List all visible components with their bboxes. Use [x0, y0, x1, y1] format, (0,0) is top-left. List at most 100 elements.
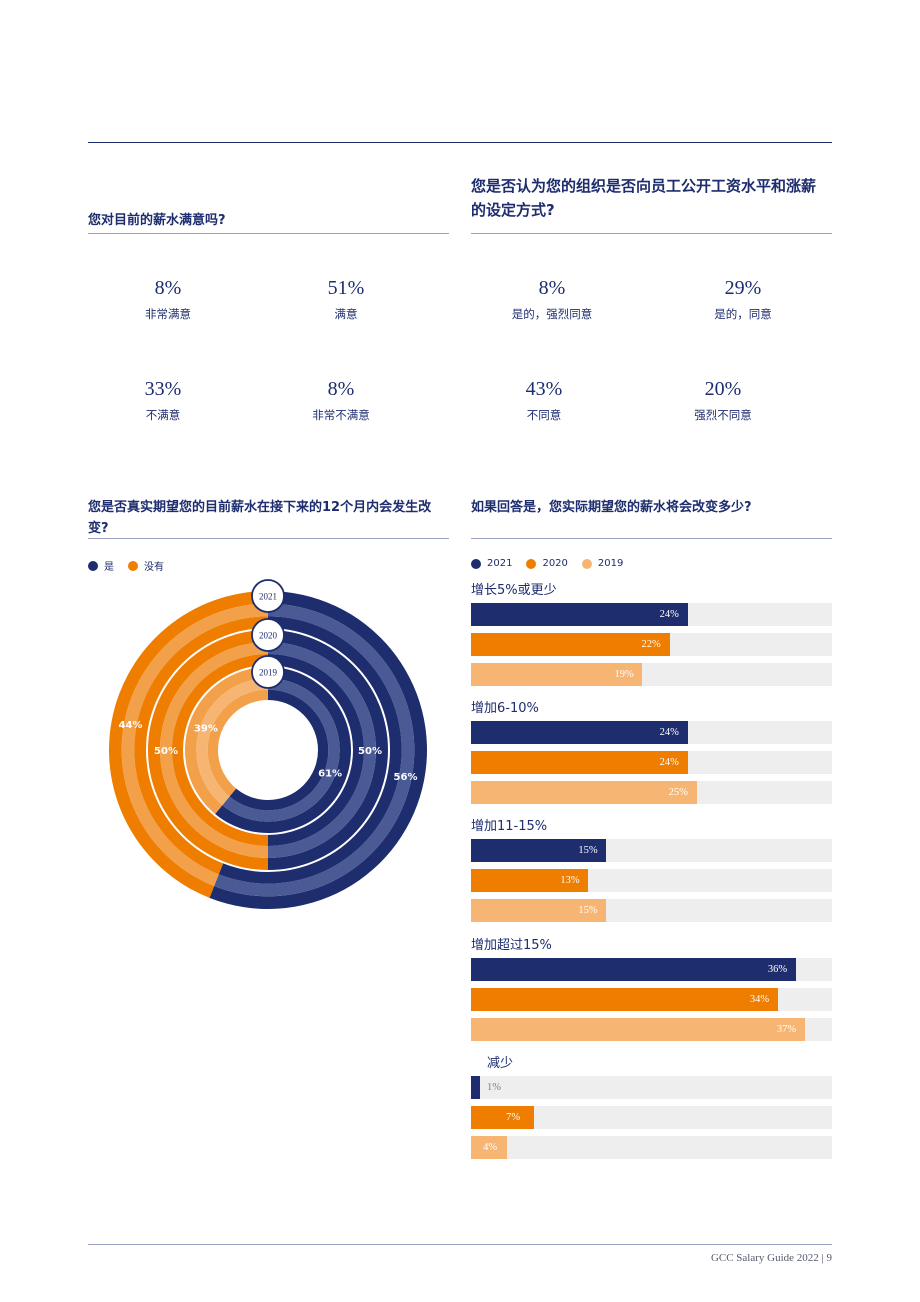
bar-2021: [471, 721, 688, 744]
donut-2020-no-segment: [171, 654, 268, 846]
q2-stat-4: 20% 强烈不同意: [663, 377, 783, 423]
bar-value-label-2019: 19%: [614, 669, 634, 680]
bar-track-2021: 15%: [471, 839, 832, 862]
bar-2020: [471, 869, 589, 892]
bar-2019: [471, 1018, 805, 1041]
bar-category-label: 增加超过15%: [471, 938, 552, 953]
bar-2019: [471, 781, 697, 804]
q1-title: 您对目前的薪水满意吗?: [88, 213, 226, 228]
q2-stat-3-pct: 43%: [525, 378, 563, 400]
bar-2019: [471, 663, 643, 686]
bar-2021: [471, 1076, 481, 1099]
bar-track-2020: 13%: [471, 869, 832, 892]
q1-stat-2-pct: 51%: [327, 277, 365, 299]
bar-track-2020: 22%: [471, 633, 832, 656]
q2-stat-3-label: 不同意: [526, 408, 562, 422]
bar-2020: [471, 988, 778, 1011]
donut-2019-no-segment: [185, 667, 268, 814]
donut-2019-no-label: 39%: [194, 724, 218, 735]
bar-category-label: 增加11-15%: [471, 819, 548, 834]
bar-track-2021: 1%: [471, 1076, 832, 1099]
legend-dot-icon: [471, 558, 481, 569]
q4-legend: 2021 2020 2019: [471, 558, 637, 569]
q1-stat-3: 33% 不满意: [113, 377, 213, 423]
q2-stat-2: 29% 是的，同意: [683, 276, 803, 322]
bar-value-label-2021: 1%: [487, 1082, 502, 1093]
q4-divider: [471, 538, 832, 539]
q4-title: 如果回答是，您实际期望您的薪水将会改变多少?: [471, 500, 752, 515]
bar-track-2020: 34%: [471, 988, 832, 1011]
donut-2020-no-segment: [147, 630, 268, 870]
bar-value-label-2021: 24%: [659, 609, 679, 620]
donut-year-label-2020: 2020: [259, 631, 278, 641]
donut-2021-yes-label: 56%: [394, 772, 418, 783]
q3-legend-no: 没有: [128, 558, 164, 573]
bar-value-label-2020: 34%: [749, 994, 770, 1005]
bar-2020: [471, 1106, 535, 1129]
q2-stat-4-pct: 20%: [704, 378, 742, 400]
q1-stat-3-label: 不满意: [145, 408, 181, 422]
donut-year-label-2019: 2019: [259, 668, 278, 678]
q1-stat-4-label: 非常不满意: [312, 408, 370, 422]
bar-category-label: 增加6-10%: [471, 701, 539, 716]
legend-dot-icon: [581, 558, 592, 569]
bar-value-label-2020: 7%: [506, 1112, 521, 1123]
q2-stat-4-label: 强烈不同意: [694, 408, 752, 422]
donut-2020-yes-segment: [268, 654, 364, 846]
q1-stat-3-pct: 33%: [144, 378, 182, 400]
donut-year-badge-2019: [251, 655, 285, 689]
footer-rule: [88, 1244, 832, 1245]
donut-2020-yes-segment: [268, 642, 376, 858]
q1-divider: [88, 233, 449, 234]
donut-2019-yes-segment: [229, 689, 329, 811]
q2-stat-2-label: 是的，同意: [714, 307, 772, 321]
bar-track-2021: 24%: [471, 721, 832, 744]
q2-title: 您是否认为您的组织是否向员工公开工资水平和涨薪的设定方式?: [471, 177, 817, 219]
legend-dot-icon: [128, 560, 138, 571]
bar-value-label-2020: 13%: [560, 875, 580, 886]
q1-stat-2-label: 满意: [334, 307, 358, 321]
top-rule: [88, 142, 832, 143]
donut-2020-yes-segment: [268, 630, 388, 870]
q3-legend-yes: 是: [88, 558, 114, 573]
bar-2021: [471, 958, 796, 981]
q2-stat-1: 8% 是的，强烈同意: [492, 276, 612, 322]
q1-stat-4-pct: 8%: [327, 378, 355, 400]
bar-2020: [471, 751, 688, 774]
donut-year-label-2021: 2021: [259, 592, 277, 602]
bar-track-2019: 37%: [471, 1018, 832, 1041]
bar-value-label-2020: 22%: [641, 639, 661, 650]
donut-ring-separator: [218, 700, 318, 800]
donut-2020-yes-label: 50%: [358, 746, 382, 757]
donut-2021-no-label: 44%: [119, 720, 143, 731]
q4-legend-2021-label: 2021: [487, 558, 513, 569]
q1-stat-4: 8% 非常不满意: [291, 377, 391, 423]
q4-legend-2019: 2019: [581, 558, 624, 569]
q4-legend-2021: 2021: [471, 558, 512, 569]
q4-legend-2020: 2020: [526, 558, 568, 569]
bar-track-2019: 25%: [471, 781, 832, 804]
donut-year-badge-2021: [251, 579, 285, 613]
donut-center: [221, 703, 315, 797]
bar-track-2019: 4%: [471, 1136, 832, 1159]
q4-legend-2020-label: 2020: [542, 558, 568, 569]
bar-2019: [471, 1136, 508, 1159]
q3-legend: 是 没有: [88, 558, 178, 573]
q3-divider: [88, 538, 449, 539]
donut-2020-no-segment: [159, 642, 268, 858]
q2-stat-1-pct: 8%: [538, 277, 566, 299]
donut-2019-yes-segment: [222, 678, 340, 822]
bar-track-2020: 7%: [471, 1106, 832, 1129]
q1-stat-1: 8% 非常满意: [118, 276, 218, 322]
q3-title: 您是否真实期望您的目前薪水在接下来的12个月内会发生改变?: [88, 500, 432, 536]
donut-2020-no-label: 50%: [154, 746, 178, 757]
bar-value-label-2019: 15%: [578, 905, 598, 916]
bar-category-label: 减少: [487, 1056, 514, 1071]
bar-track-2019: 19%: [471, 663, 832, 686]
bar-value-label-2020: 24%: [659, 757, 679, 768]
q2-stat-3: 43% 不同意: [484, 377, 604, 423]
q4-legend-2019-label: 2019: [597, 558, 624, 569]
q1-stat-1-pct: 8%: [154, 277, 182, 299]
donut-year-badge-2020: [251, 618, 285, 652]
donut-2019-no-segment: [196, 678, 268, 806]
